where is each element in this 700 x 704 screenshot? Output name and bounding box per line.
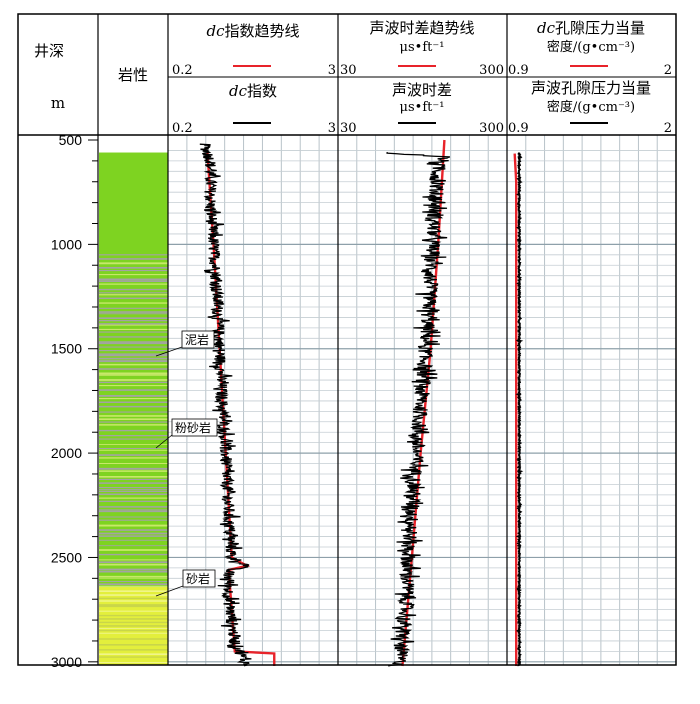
depth-tick-label: 500 [59, 132, 83, 148]
annotation-box [182, 569, 216, 588]
track-acp-max: 2 [664, 121, 672, 136]
track-acp-min: 0.9 [508, 121, 529, 136]
track-dc-title-text: 指数趋势线 [225, 22, 300, 40]
annotation-label: 砂岩 [186, 571, 210, 586]
track-dcp-title-text: 孔隙压力当量 [555, 19, 645, 37]
track-ac-second-title: 声波时差 [392, 81, 452, 99]
track-dcp-min: 0.9 [508, 63, 529, 78]
track-dc-second-title: dc指数 [229, 82, 277, 100]
track-dcp-title: dc孔隙压力当量 [537, 19, 645, 37]
track-ac-second-unit: μs•ft⁻¹ [400, 100, 445, 115]
depth-axis-unit: m [51, 94, 65, 112]
series-1-line [199, 143, 252, 667]
track-dc-second-title-prefix: dc [229, 82, 248, 100]
depth-tick-label: 1500 [51, 341, 82, 357]
track-dcp-title-line2: 密度/(g•cm⁻³) [547, 39, 635, 55]
series-3-line [386, 151, 451, 667]
track-ac-max: 300 [479, 63, 504, 78]
track-ac-title: 声波时差趋势线 [369, 19, 474, 37]
track-acp-title: 声波孔隙压力当量 [531, 79, 651, 97]
track-dc-max: 3 [328, 63, 336, 78]
outer-frame [17, 13, 677, 666]
depth-tick-label: 3000 [51, 654, 82, 670]
series-5-line [515, 152, 524, 667]
track-ac-unit: μs•ft⁻¹ [400, 40, 445, 55]
track-ac-second-max: 300 [479, 121, 504, 136]
annotation-leader [155, 434, 173, 449]
legend-swatches [233, 65, 608, 124]
depth-ticks: 500 1000 1500 2000 2500 3000 [51, 132, 98, 670]
depth-tick-label: 2500 [51, 549, 82, 565]
lithology-column [99, 152, 168, 665]
frame-layer [17, 13, 677, 666]
track-dc-second-title-text: 指数 [247, 82, 277, 100]
track-acp-title-line2: 密度/(g•cm⁻³) [547, 99, 635, 115]
annotation-leader [155, 346, 183, 357]
annotation-box [171, 418, 218, 437]
track-ac-second-min: 30 [340, 121, 357, 136]
header: 井深 m 岩性 dc指数趋势线 0.2 3 dc指数 0.2 3 声波时差趋势线… [34, 19, 672, 136]
grid-layer [168, 135, 676, 665]
annotation-label: 粉砂岩 [175, 420, 211, 435]
series-4-line [513, 153, 518, 666]
track-dcp-max: 2 [664, 63, 672, 78]
annotation-box [181, 330, 215, 349]
track-dc-min: 0.2 [172, 63, 193, 78]
track-dc-second-min: 0.2 [172, 121, 193, 136]
lithology-green-fill [99, 152, 168, 665]
depth-axis-label: 井深 [34, 42, 64, 60]
annotation-label: 泥岩 [185, 332, 209, 347]
track-ac-min: 30 [340, 63, 357, 78]
track-dcp-title-prefix: dc [537, 19, 556, 37]
track-dc-second-max: 3 [328, 121, 336, 136]
lithology-label: 岩性 [118, 66, 148, 84]
depth-tick-label: 1000 [51, 236, 82, 252]
track-dc-title: dc指数趋势线 [206, 22, 299, 40]
annotation-leader [155, 585, 184, 597]
series-layer [199, 139, 524, 667]
depth-tick-label: 2000 [51, 445, 82, 461]
track-dc-title-prefix: dc [206, 22, 225, 40]
